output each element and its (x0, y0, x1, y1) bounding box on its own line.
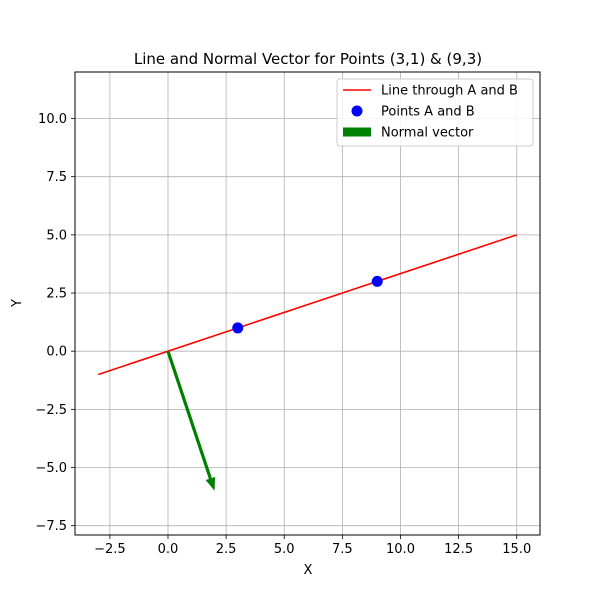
x-tick-label: 5.0 (274, 542, 295, 557)
y-tick-label: 0.0 (46, 345, 67, 360)
point-marker (232, 322, 244, 334)
plot-layer (97, 234, 518, 491)
y-tick-label: 5.0 (46, 228, 67, 243)
legend-label: Points A and B (381, 105, 475, 120)
plot-frame (74, 71, 541, 536)
x-tick-label: −2.5 (94, 542, 126, 557)
x-tick-label: 12.5 (444, 542, 473, 557)
x-tick-label: 15.0 (502, 542, 531, 557)
y-tick-label: 2.5 (46, 287, 67, 302)
legend-arrow-swatch (343, 127, 371, 137)
point-marker (371, 275, 383, 287)
y-tick-label: −7.5 (35, 519, 67, 534)
x-tick-label: 10.0 (386, 542, 415, 557)
chart-title: Line and Normal Vector for Points (3,1) … (134, 50, 482, 68)
legend-label: Line through A and B (381, 84, 518, 99)
x-axis-label: X (304, 563, 313, 578)
legend-point-swatch (351, 105, 363, 117)
grid-layer (75, 72, 540, 535)
y-tick-label: 10.0 (38, 112, 67, 127)
x-tick-label: 2.5 (216, 542, 237, 557)
y-axis-label: Y (10, 299, 25, 308)
x-tick-label: 0.0 (158, 542, 179, 557)
legend-box (336, 78, 534, 147)
normal-vector-arrow (166, 350, 216, 491)
y-tick-label: −5.0 (35, 461, 67, 476)
x-tick-label: 7.5 (332, 542, 353, 557)
line-ab-series (97, 234, 518, 376)
legend-label: Normal vector (381, 126, 474, 141)
tick-layer: −2.5 0.0 2.5 5.0 7.5 10.0 12.5 15.0 −7.5 −5.0 −2.5… (35, 112, 531, 557)
legend: Line through A and B Points A and B Normal… (336, 78, 534, 147)
y-tick-label: 7.5 (46, 170, 67, 185)
y-tick-label: −2.5 (35, 403, 67, 418)
